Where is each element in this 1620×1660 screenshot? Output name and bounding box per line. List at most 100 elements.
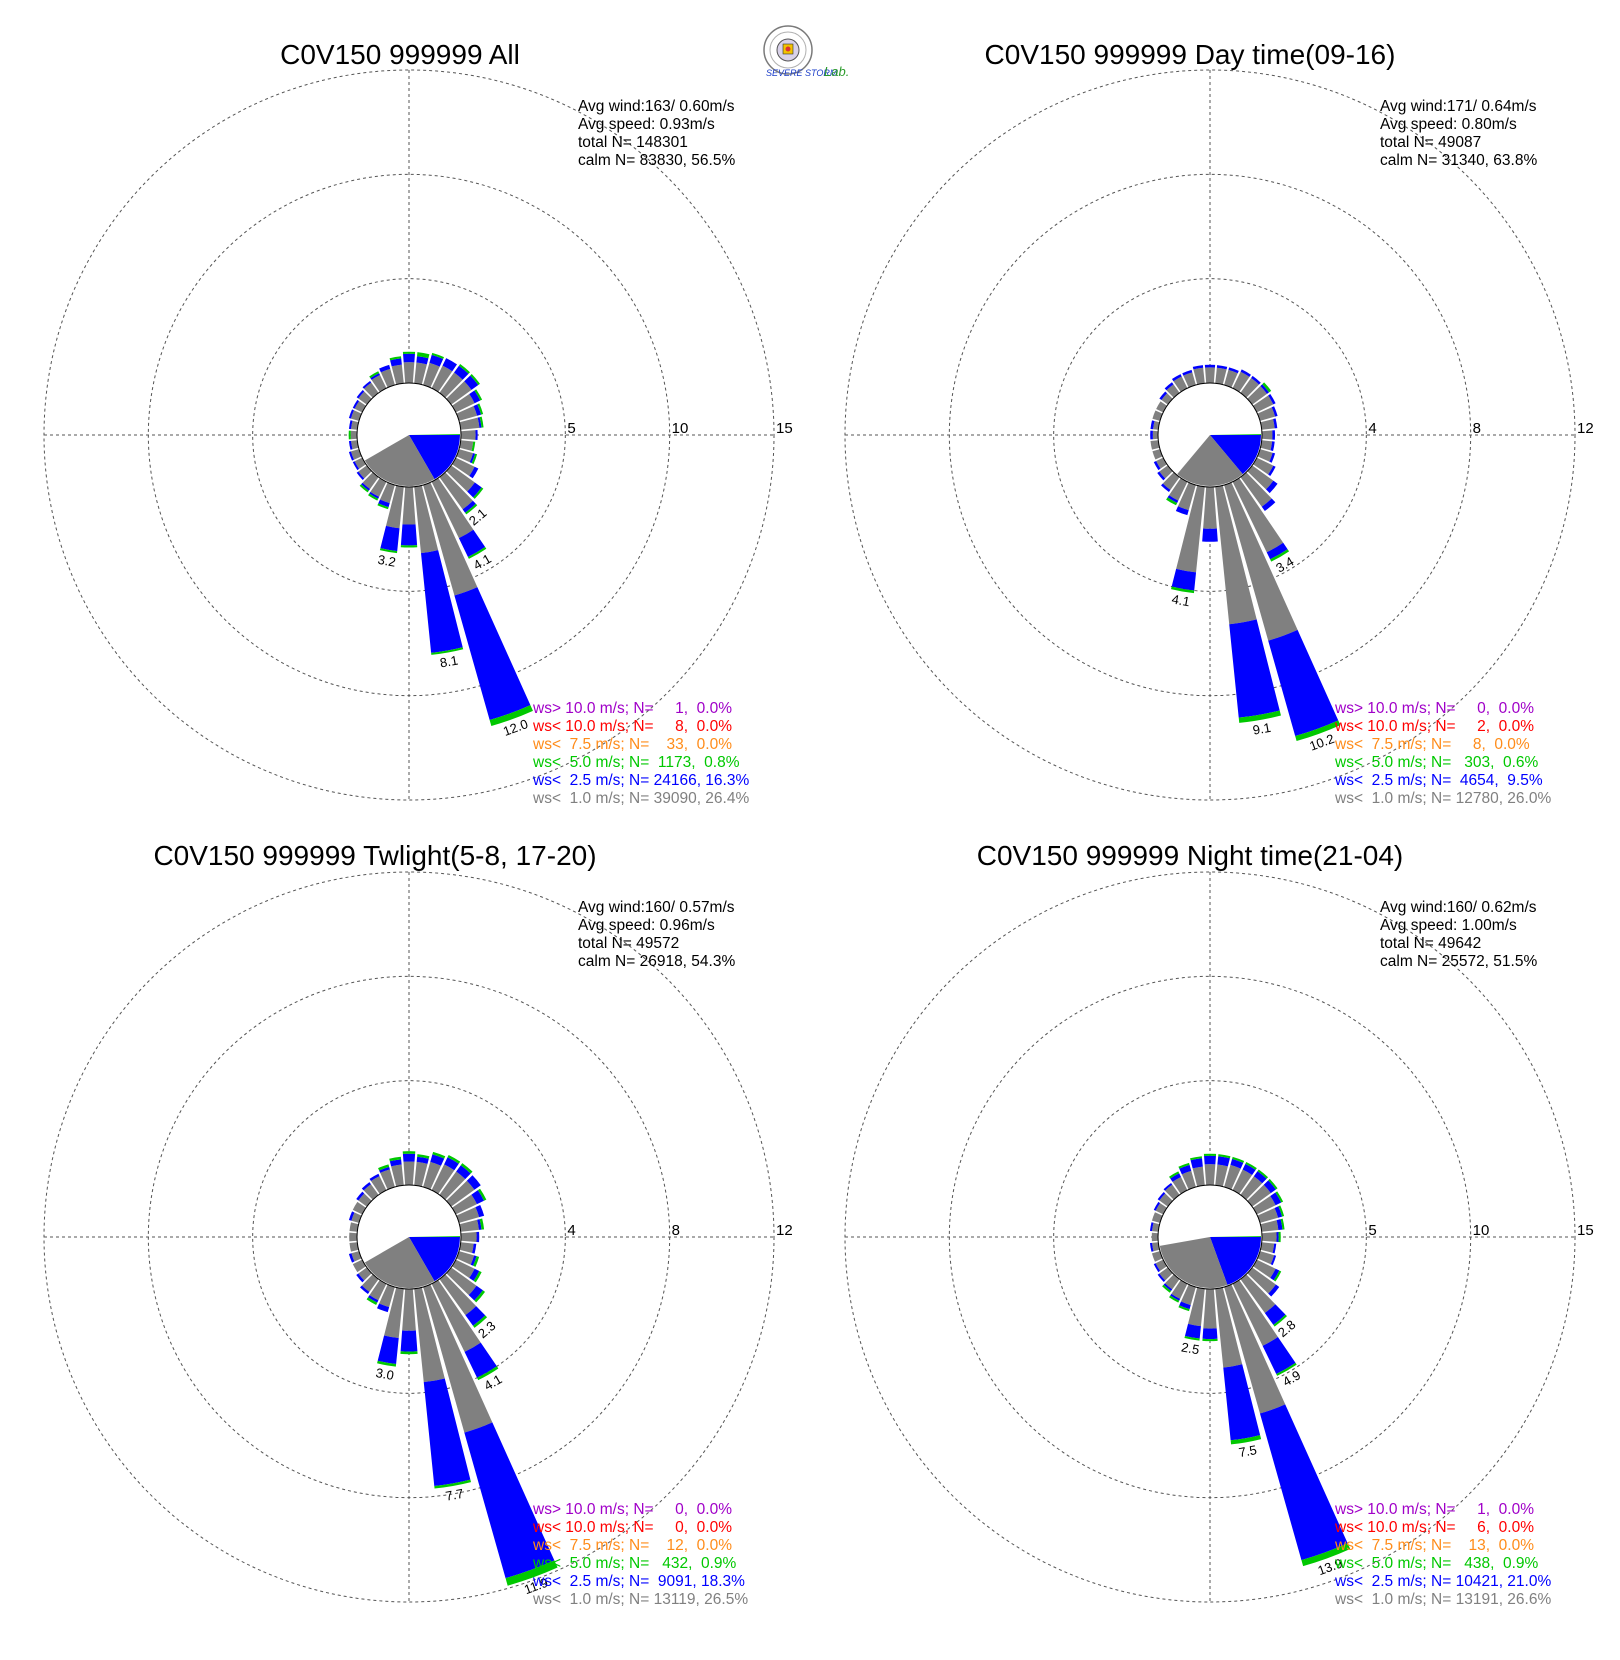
windrose-bar-segment (472, 1243, 477, 1254)
windrose-bar-segment (351, 420, 359, 430)
windrose-bar-segment (363, 1184, 379, 1200)
windrose-bar-segment (439, 372, 463, 398)
windrose-bar-segment (1159, 1267, 1173, 1281)
windrose-bar-segment (1162, 472, 1180, 490)
windrose-bar-segment (452, 1259, 475, 1278)
windrose-bar-segment (1152, 410, 1163, 421)
windrose-bar-segment (361, 482, 371, 491)
windrose-bar-segment (349, 1222, 359, 1232)
windrose-bar-segment (423, 1284, 493, 1433)
windrose-bar-segment (1151, 1251, 1163, 1262)
legend-entry: ws> 10.0 m/s; N= 0, 0.0% (1334, 700, 1534, 717)
windrose-bar-segment (1260, 1242, 1275, 1253)
windrose-bar-segment (386, 485, 404, 529)
windrose-bar-segment (431, 352, 445, 360)
legend-entry: ws> 10.0 m/s; N= 1, 0.0% (532, 700, 732, 717)
windrose-bar-segment (452, 457, 475, 476)
legend-entry: ws< 2.5 m/s; N= 9091, 18.3% (532, 1573, 745, 1590)
windrose-bar-segment (1266, 542, 1288, 560)
ring-tick-label: 15 (776, 420, 793, 437)
windrose-bar-segment (1230, 1435, 1262, 1445)
chart-title: C0V150 999999 Night time(21-04) (977, 840, 1403, 871)
windrose-bar-segment (348, 430, 351, 440)
windrose-bar-segment (431, 478, 474, 539)
calm-sector-minor (1210, 434, 1261, 435)
windrose-bar-segment (402, 1153, 416, 1162)
windrose-bar-segment (477, 417, 482, 428)
calm-sector-minor (409, 1236, 460, 1237)
windrose-bar-segment (350, 410, 362, 421)
ring-tick-label: 4 (567, 1222, 575, 1239)
windrose-bar-segment (473, 487, 484, 499)
windrose-bar-segment (400, 524, 418, 546)
windrose-bar-segment (1264, 1304, 1286, 1325)
calm-sector (364, 1237, 435, 1289)
grid-ring (252, 1080, 566, 1394)
windrose-bar-segment (414, 1287, 445, 1383)
windrose-bar-segment (473, 1256, 480, 1267)
windrose-bar-segment (1268, 1284, 1280, 1297)
windrose-bar-segment (1260, 440, 1273, 451)
windrose-bar-segment (1169, 478, 1188, 501)
windrose-bar-segment (348, 409, 354, 419)
windrose-bar-segment (474, 389, 483, 401)
bar-value-label: 8.1 (439, 653, 459, 671)
legend-entry: ws< 10.0 m/s; N= 8, 0.0% (532, 718, 732, 735)
windrose-bar-segment (371, 375, 387, 392)
windrose-bar-segment (1271, 406, 1278, 417)
windrose-bar-segment (469, 1268, 480, 1281)
windrose-bar-segment (456, 1207, 480, 1223)
windrose-bar-segment (1240, 1274, 1276, 1314)
windrose-bar-segment (465, 503, 478, 515)
windrose-bar-segment (1171, 1280, 1188, 1299)
windrose-bar-segment (1202, 1328, 1218, 1340)
windrose-bar-segment (471, 1190, 484, 1205)
windrose-bar-segment (352, 1201, 366, 1215)
windrose-bar-segment (1162, 1284, 1172, 1293)
windrose-bar-segment (1268, 465, 1276, 476)
windrose-bar-segment (1273, 418, 1278, 429)
windrose-bar-segment (505, 1560, 558, 1586)
windrose-bar-segment (348, 1211, 355, 1221)
windrose-bar-segment (471, 441, 476, 452)
windrose-bar-segment (479, 416, 484, 428)
windrose-bar-segment (1276, 1231, 1279, 1243)
windrose-bar-segment (469, 390, 481, 404)
calm-circle (1157, 382, 1263, 488)
windrose-bar-segment (1203, 1288, 1217, 1329)
windrose-bar-segment (391, 364, 404, 385)
windrose-bar-segment (454, 587, 531, 720)
windrose-bar-segment (1215, 367, 1227, 385)
windrose-bar-segment (1157, 471, 1166, 481)
windrose-bar-segment (1176, 485, 1205, 573)
windrose-bar-segment (376, 1303, 390, 1313)
windrose-bar-segment (361, 1274, 379, 1292)
windrose-bar-segment (1218, 1154, 1231, 1159)
windrose-bar-segment (1278, 1205, 1285, 1217)
windrose-bar-segment (390, 358, 402, 367)
windrose-bar-segment (464, 1342, 497, 1378)
legend-entry: ws< 10.0 m/s; N= 6, 0.0% (1334, 1519, 1534, 1536)
windrose-bar-segment (1153, 1201, 1161, 1211)
windrose-bar-segment (349, 1242, 359, 1252)
legend-entry: ws< 1.0 m/s; N= 39090, 26.4% (532, 790, 749, 807)
windrose-bar-segment (1153, 420, 1160, 430)
bar-value-label: 7.7 (444, 1486, 464, 1504)
windrose-bar-segment (1177, 482, 1196, 511)
windrose-bar-segment (1257, 449, 1273, 462)
calm-sector (364, 435, 435, 486)
windrose-bar-segment (1178, 1305, 1190, 1312)
stat-line: total N= 49642 (1380, 935, 1481, 952)
windrose-bar-segment (348, 420, 353, 430)
windrose-bar-segment (432, 1151, 446, 1159)
windrose-bar-segment (378, 499, 390, 508)
windrose-bar-segment (1259, 1404, 1348, 1561)
calm-circle (356, 1184, 462, 1290)
legend-entry: ws< 5.0 m/s; N= 438, 0.9% (1334, 1555, 1539, 1572)
windrose-bar-segment (1159, 465, 1173, 479)
legend-entry: ws< 7.5 m/s; N= 13, 0.0% (1334, 1537, 1534, 1554)
windrose-bar-segment (377, 1360, 397, 1367)
windrose-bar-segment (1260, 384, 1270, 394)
windrose-bar-segment (1247, 465, 1274, 490)
windrose-bar-segment (1230, 1158, 1244, 1169)
